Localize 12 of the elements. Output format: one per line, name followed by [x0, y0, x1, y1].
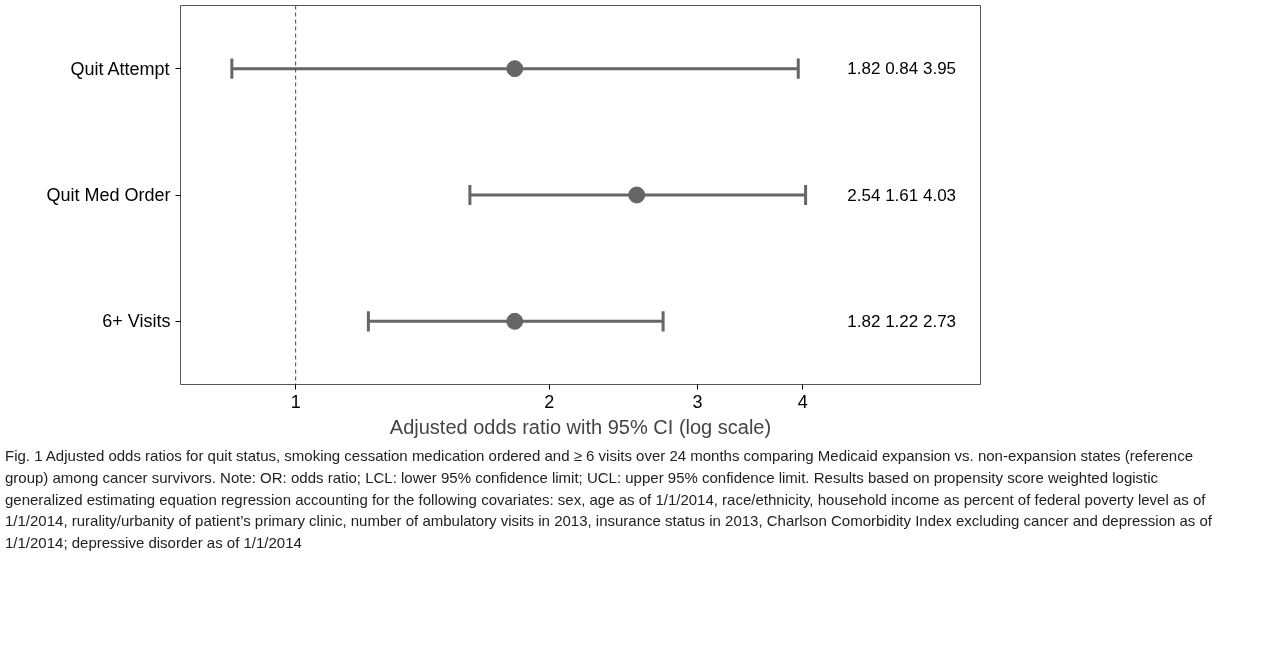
annotation: 1.82 1.22 2.73: [847, 311, 957, 331]
x-axis-title: Adjusted odds ratio with 95% CI (log scale): [389, 415, 772, 438]
y-tick-label: Quit Med Order: [46, 185, 171, 205]
y-tick-label: Quit Attempt: [70, 58, 170, 79]
x-tick-label: 3: [692, 391, 703, 412]
x-tick-label: 1: [290, 391, 301, 412]
y-tick-label: 6+ Visits: [102, 311, 171, 332]
x-tick-label: 4: [797, 391, 808, 412]
x-tick-label: 2: [544, 391, 555, 412]
caption: Fig. 1 Adjusted odds ratios for quit status, smoking cessation medication ordered and ≥ 6 visits over 24 months comparing Medicaid expansion vs. non-expansion states (reference group) among cancer survivors. Note: OR: odds ratio; LCL: lower 95% confidence limit; UCL: upper 95% confidence limit. Results based on propensity score weighted logistic generalized estimating equation regression accounting for the following covariates: sex, age as of 1/1/2014, race/ethnicity, household income as percent of federal poverty level as of 1/1/2014, rurality/urbanity of patient’s primary clinic, number of ambulatory visits in 2013, insurance status in 2013, Charlson Comorbidity Index excluding cancer and depression as of 1/1/2014; depressive disorder as of 1/1/2014: [5, 446, 1214, 553]
annotation: 2.54 1.61 4.03: [847, 185, 957, 205]
annotation: 1.82 0.84 3.95: [847, 59, 957, 79]
